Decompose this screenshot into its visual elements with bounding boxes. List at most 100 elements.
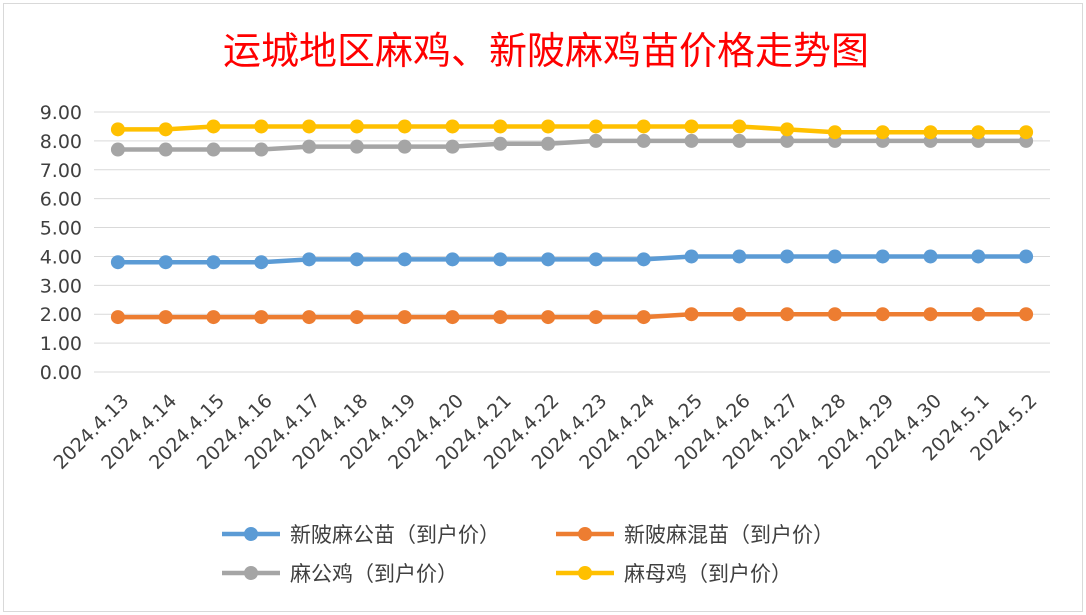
legend-item: 新陂麻公苗（到户价） [222,523,500,547]
data-point [875,249,890,264]
y-axis-ticks: 0.00 1.00 2.00 3.00 4.00 5.00 6.00 7.00 8.00 9.00 [40,102,82,384]
legend-item: 麻母鸡（到户价） [556,562,792,586]
data-point [1019,125,1034,140]
series-0 [110,249,1034,270]
data-point [923,125,938,140]
data-point [732,119,747,134]
y-tick-label: 9.00 [40,102,82,124]
data-point [636,133,651,148]
data-point [971,307,986,322]
data-point [302,139,317,154]
data-point [110,310,125,325]
data-point [541,252,556,267]
y-tick-label: 7.00 [40,160,82,182]
data-point [206,119,221,134]
data-point [445,310,460,325]
data-point [780,307,795,322]
data-point [493,252,508,267]
data-point [206,310,221,325]
data-point [732,249,747,264]
data-point [397,119,412,134]
data-point [827,307,842,322]
legend-label: 新陂麻混苗（到户价） [624,523,834,547]
data-point [445,252,460,267]
series-1 [110,307,1034,325]
data-point [780,122,795,137]
data-point [349,139,364,154]
data-point [302,310,317,325]
data-point [1019,249,1034,264]
data-point [588,133,603,148]
y-tick-label: 4.00 [40,246,82,268]
legend-label: 麻公鸡（到户价） [290,562,458,586]
data-point [158,142,173,157]
data-point [397,139,412,154]
legend-marker [578,527,592,541]
data-point [541,119,556,134]
y-tick-label: 2.00 [40,304,82,326]
data-point [254,142,269,157]
data-point [445,119,460,134]
y-tick-label: 8.00 [40,131,82,153]
data-point [923,249,938,264]
legend-marker [244,527,258,541]
data-point [254,310,269,325]
data-point [493,119,508,134]
data-point [158,310,173,325]
data-point [349,252,364,267]
data-point [875,307,890,322]
data-point [1019,307,1034,322]
data-point [254,119,269,134]
y-tick-label: 3.00 [40,275,82,297]
data-point [875,125,890,140]
series-layer [110,119,1034,325]
data-point [541,310,556,325]
data-point [827,125,842,140]
data-point [684,249,699,264]
data-point [110,142,125,157]
data-point [397,252,412,267]
data-point [684,133,699,148]
data-point [302,252,317,267]
data-point [588,252,603,267]
data-point [349,119,364,134]
data-point [110,255,125,270]
data-point [732,133,747,148]
data-point [971,125,986,140]
data-point [445,139,460,154]
data-point [636,119,651,134]
series-3 [110,119,1034,140]
data-point [302,119,317,134]
data-point [206,255,221,270]
series-line [117,254,1027,265]
data-point [206,142,221,157]
data-point [732,307,747,322]
data-point [636,252,651,267]
legend-label: 新陂麻公苗（到户价） [290,523,500,547]
data-point [493,310,508,325]
legend-item: 新陂麻混苗（到户价） [556,523,834,547]
y-tick-label: 6.00 [40,189,82,211]
series-line [117,138,1027,152]
series-2 [110,133,1034,157]
data-point [397,310,412,325]
legend-marker [244,566,258,580]
data-point [588,119,603,134]
data-point [158,122,173,137]
data-point [588,310,603,325]
chart-title: 运城地区麻鸡、新陂麻鸡苗价格走势图 [223,29,869,73]
data-point [780,249,795,264]
data-point [349,310,364,325]
legend-item: 麻公鸡（到户价） [222,562,458,586]
data-point [493,136,508,151]
series-line [117,124,1027,135]
data-point [636,310,651,325]
data-point [827,249,842,264]
x-axis-ticks: 2024.4.132024.4.142024.4.152024.4.162024… [49,390,1041,474]
legend-label: 麻母鸡（到户价） [624,562,792,586]
chart-frame: 运城地区麻鸡、新陂麻鸡苗价格走势图 0.00 1.00 2.00 3.00 4.00 5.… [3,3,1083,612]
data-point [971,249,986,264]
data-point [923,307,938,322]
series-line [117,311,1027,320]
data-point [110,122,125,137]
